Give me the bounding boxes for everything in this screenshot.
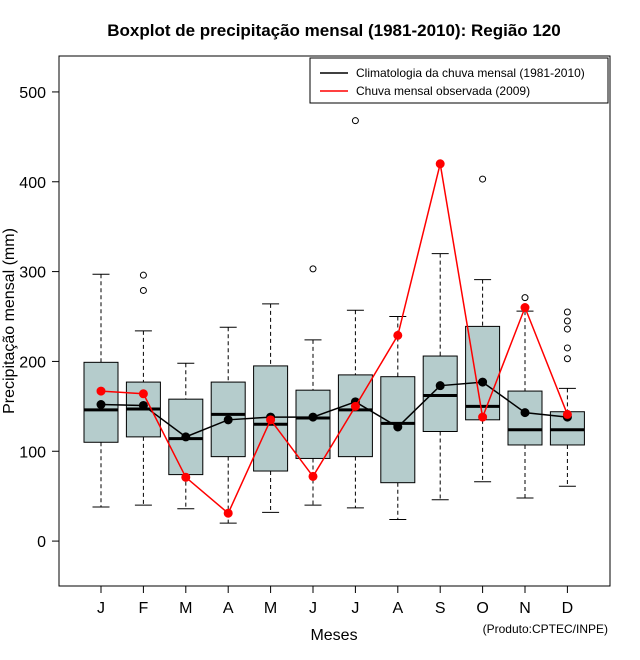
- x-axis-label: Meses: [310, 627, 357, 644]
- x-tick-label: A: [392, 600, 403, 617]
- y-axis: 0 100 200 300 400 500: [19, 85, 59, 551]
- box-6: [295, 265, 331, 506]
- x-tick-label: J: [351, 600, 359, 617]
- box-iqr: [295, 389, 331, 459]
- series-point-observed: [266, 415, 276, 425]
- series-point-climatology: [308, 412, 318, 422]
- series-line-climatology: [100, 381, 568, 438]
- series-point-observed: [138, 389, 148, 399]
- series-point-climatology: [181, 432, 191, 442]
- box-7: [337, 117, 373, 509]
- series-point-observed: [562, 409, 572, 419]
- y-tick-label: 500: [19, 85, 46, 102]
- box-11: [507, 294, 543, 499]
- box-10: [465, 175, 501, 483]
- outlier-point: [563, 308, 571, 316]
- boxes-layer: [83, 117, 585, 524]
- box-5: [253, 303, 289, 513]
- x-tick-label: M: [264, 600, 277, 617]
- x-tick-label: N: [519, 600, 531, 617]
- credit-text: (Produto:CPTEC/INPE): [483, 622, 608, 636]
- series-point-observed: [478, 412, 488, 422]
- plot-frame: [58, 55, 611, 587]
- outlier-point: [351, 117, 359, 125]
- y-tick-label: 300: [19, 265, 46, 282]
- series-point-climatology: [96, 400, 106, 410]
- series-point-climatology: [393, 422, 403, 432]
- series-point-climatology: [478, 377, 488, 387]
- series-layer: [96, 159, 572, 518]
- y-tick-label: 100: [19, 444, 46, 461]
- series-point-observed: [181, 472, 191, 482]
- y-axis-label: Precipitação mensal (mm): [1, 228, 18, 414]
- box-12: [549, 308, 585, 487]
- outlier-point: [521, 294, 529, 302]
- legend-label-observed: Chuva mensal observada (2009): [356, 84, 530, 98]
- series-point-observed: [520, 303, 530, 313]
- series-point-observed: [393, 330, 403, 340]
- outlier-point: [563, 317, 571, 325]
- outlier-point: [139, 271, 147, 279]
- outlier-point: [139, 286, 147, 294]
- x-tick-label: O: [476, 600, 488, 617]
- box-iqr: [465, 325, 501, 421]
- series-observed: [96, 159, 572, 518]
- x-tick-label: M: [179, 600, 192, 617]
- series-climatology: [96, 377, 572, 442]
- outlier-point: [479, 175, 487, 183]
- outlier-point: [563, 355, 571, 363]
- legend-box: [309, 57, 609, 104]
- outlier-point: [563, 344, 571, 352]
- x-tick-label: J: [97, 600, 105, 617]
- x-tick-label: F: [139, 600, 149, 617]
- x-tick-label: S: [435, 600, 446, 617]
- legend-label-climatology: Climatologia da chuva mensal (1981-2010): [356, 66, 585, 80]
- box-9: [422, 253, 458, 501]
- box-iqr: [507, 390, 543, 446]
- chart-title: Boxplot de precipitação mensal (1981-201…: [107, 21, 561, 40]
- outlier-point: [309, 265, 317, 273]
- series-point-observed: [308, 471, 318, 481]
- box-iqr: [422, 355, 458, 432]
- outlier-point: [563, 325, 571, 333]
- series-point-climatology: [138, 400, 148, 410]
- series-point-climatology: [520, 408, 530, 418]
- series-point-climatology: [435, 381, 445, 391]
- series-line-observed: [100, 163, 569, 515]
- series-point-observed: [435, 159, 445, 169]
- x-tick-label: A: [223, 600, 234, 617]
- x-tick-label: J: [309, 600, 317, 617]
- x-tick-label: D: [562, 600, 574, 617]
- series-point-observed: [96, 386, 106, 396]
- y-tick-label: 400: [19, 175, 46, 192]
- legend: Climatologia da chuva mensal (1981-2010)…: [309, 57, 609, 104]
- series-point-observed: [223, 508, 233, 518]
- y-tick-label: 200: [19, 354, 46, 371]
- y-tick-label: 0: [37, 534, 46, 551]
- series-point-climatology: [223, 415, 233, 425]
- box-8: [380, 316, 416, 521]
- box-2: [125, 271, 161, 506]
- series-point-observed: [350, 401, 360, 411]
